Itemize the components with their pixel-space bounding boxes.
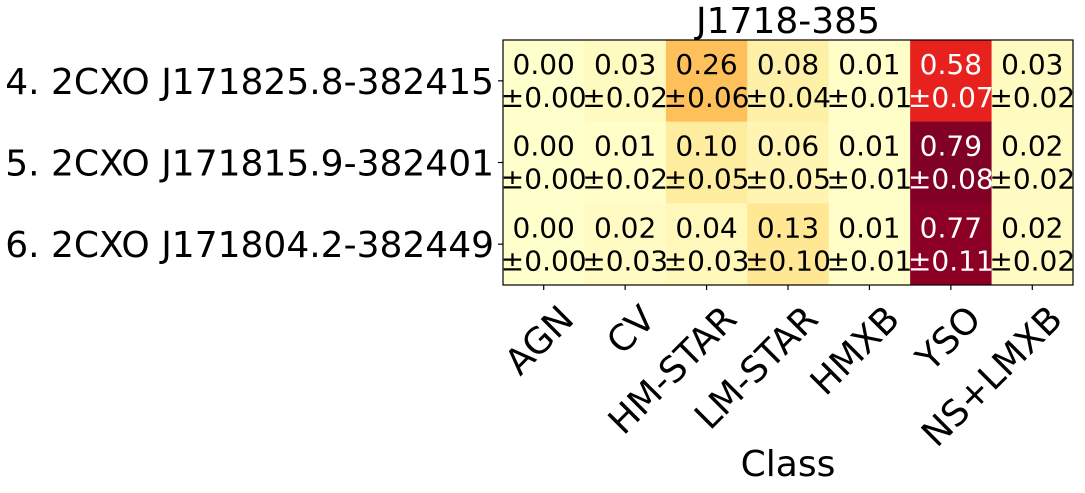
cell-value-label: 0.77	[920, 211, 982, 244]
cell-value-label: 0.79	[920, 130, 982, 163]
cell-value-label: 0.00	[513, 130, 575, 163]
cell-error-label: ±0.08	[908, 163, 994, 196]
cell-error-label: ±0.05	[664, 163, 750, 196]
cell-error-label: ±0.03	[582, 244, 668, 277]
heatmap-cell	[503, 40, 585, 123]
x-tick-label: HMXB	[803, 298, 908, 403]
cell-value-label: 0.01	[838, 130, 900, 163]
cell-value-label: 0.01	[838, 211, 900, 244]
y-tick-label: 5. 2CXO J171815.9-382401	[5, 144, 494, 185]
cell-error-label: ±0.01	[827, 163, 913, 196]
heatmap-cell	[828, 121, 911, 204]
heatmap-cell	[503, 203, 585, 286]
heatmap-cell	[665, 203, 748, 286]
cell-error-label: ±0.01	[827, 81, 913, 114]
y-tick-label: 6. 2CXO J171804.2-382449	[5, 225, 494, 266]
cell-error-label: ±0.02	[989, 244, 1075, 277]
heatmap-cell	[991, 40, 1074, 123]
cell-value-label: 0.04	[675, 211, 737, 244]
cell-value-label: 0.06	[757, 130, 819, 163]
heatmap-cell	[665, 40, 748, 123]
y-tick-label: 4. 2CXO J171825.8-382415	[5, 62, 494, 103]
cell-error-label: ±0.11	[908, 244, 994, 277]
cell-value-label: 0.08	[757, 48, 819, 81]
heatmap-cell	[828, 40, 911, 123]
heatmap-cell	[910, 203, 993, 286]
cell-value-label: 0.02	[594, 211, 656, 244]
cell-error-label: ±0.01	[827, 244, 913, 277]
row-tick-labels: 4. 2CXO J171825.8-382415 5. 2CXO J171815.…	[5, 62, 494, 266]
chart-title: J1718-385	[694, 1, 880, 42]
heatmap-cell	[747, 203, 830, 286]
heatmap-cell	[584, 121, 667, 204]
cell-value-label: 0.00	[513, 211, 575, 244]
heatmap-cell	[910, 121, 993, 204]
cell-value-label: 0.02	[1001, 130, 1063, 163]
cell-error-label: ±0.03	[664, 244, 750, 277]
heatmap-cell	[747, 121, 830, 204]
heatmap-cells	[503, 40, 1074, 286]
heatmap-cell	[584, 203, 667, 286]
cell-value-label: 0.10	[675, 130, 737, 163]
cell-error-label: ±0.04	[745, 81, 831, 114]
cell-value-label: 0.26	[675, 48, 737, 81]
cell-error-label: ±0.10	[745, 244, 831, 277]
cell-value-label: 0.01	[838, 48, 900, 81]
cell-value-label: 0.03	[1001, 48, 1063, 81]
heatmap-cell	[665, 121, 748, 204]
cell-error-label: ±0.02	[582, 163, 668, 196]
cell-value-label: 0.13	[757, 211, 819, 244]
cell-value-label: 0.03	[594, 48, 656, 81]
x-tick-label: CV	[599, 298, 663, 362]
cell-error-label: ±0.00	[501, 163, 587, 196]
heatmap-cell	[747, 40, 830, 123]
heatmap-cell	[503, 121, 585, 204]
cell-error-label: ±0.02	[989, 81, 1075, 114]
heatmap-cell	[910, 40, 993, 123]
cell-value-label: 0.01	[594, 130, 656, 163]
axis-ticks	[498, 80, 1033, 290]
heatmap-cell	[991, 203, 1074, 286]
cell-error-label: ±0.02	[582, 81, 668, 114]
cell-labels: 0.00±0.000.03±0.020.26±0.060.08±0.040.01…	[501, 48, 1075, 277]
cell-error-label: ±0.00	[501, 244, 587, 277]
heatmap-cell	[828, 203, 911, 286]
x-tick-label: AGN	[497, 298, 582, 383]
x-axis-label: Class	[741, 444, 836, 485]
cell-value-label: 0.02	[1001, 211, 1063, 244]
heatmap-cell	[584, 40, 667, 123]
cell-error-label: ±0.05	[745, 163, 831, 196]
cell-error-label: ±0.06	[664, 81, 750, 114]
cell-value-label: 0.58	[920, 48, 982, 81]
cell-value-label: 0.00	[513, 48, 575, 81]
heatmap-cell	[991, 121, 1074, 204]
cell-error-label: ±0.02	[989, 163, 1075, 196]
plot-frame	[502, 39, 1074, 286]
cell-error-label: ±0.00	[501, 81, 587, 114]
cell-error-label: ±0.07	[908, 81, 994, 114]
